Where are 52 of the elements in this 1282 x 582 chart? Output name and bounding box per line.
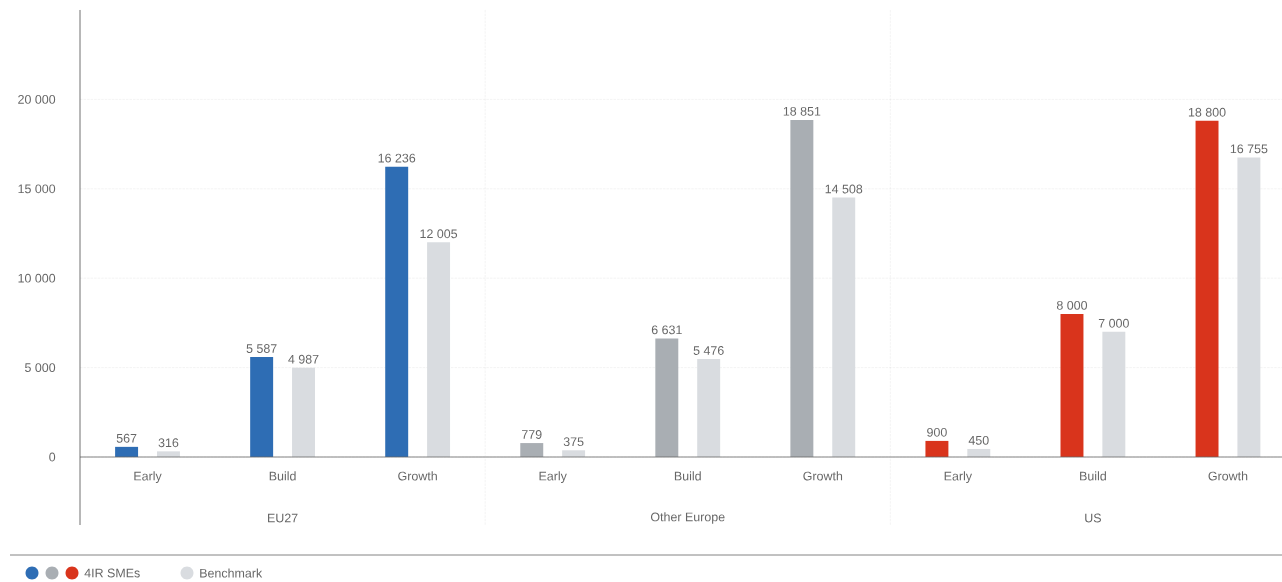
bar [292,367,315,457]
data-label: 8 000 [1056,300,1088,310]
x-tick-label: Build [1080,471,1106,481]
data-label: 567 [116,433,137,443]
data-label: 5 587 [246,344,277,353]
legend-label: Benchmark [200,568,263,578]
data-label: 779 [522,430,542,439]
bar [427,242,451,457]
x-tick-label: Build [269,471,296,481]
bar [697,359,721,457]
bar [562,450,586,457]
text: Other Europe [650,512,725,524]
data-label: 5 476 [693,346,724,355]
text: EU27 [268,513,298,523]
x-tick-label: Growth [803,471,843,481]
bar [655,338,679,457]
x-tick-label: Growth [1208,471,1248,481]
data-label: 12 005 [420,229,458,239]
data-label: 16 755 [1230,144,1268,154]
x-tick-label: Early [944,471,973,483]
y-tick-label: 0 [49,452,56,462]
data-label: 18 800 [1188,107,1226,117]
data-label: 16 236 [378,153,416,163]
x-tick-label: Early [134,471,162,483]
y-tick-label: 10 000 [18,273,56,283]
bar [1060,313,1084,457]
data-label: 14 508 [825,184,863,194]
data-label: 316 [158,438,179,448]
bar [250,357,274,457]
y-tick-label: 5 000 [24,363,56,373]
x-tick-label: Build [674,471,701,481]
x-tick-label: Growth [398,471,437,481]
y-tick-label: 15 000 [18,184,56,194]
bar [790,119,814,457]
bar [832,197,856,457]
bar [1237,157,1261,457]
bar [1195,120,1219,457]
bar [385,166,409,457]
bar [520,443,544,457]
bar [1102,331,1126,457]
data-label: 450 [968,435,989,445]
data-label: 18 851 [783,106,821,116]
legend-label: 4IR SMEs [84,568,140,578]
text: US [1085,513,1101,523]
y-tick-label: 20 000 [18,95,56,104]
data-label: 900 [927,427,947,437]
data-label: 7 000 [1098,318,1129,328]
data-label: 4 987 [288,354,319,364]
data-label: 6 631 [651,325,682,335]
data-label: 375 [563,437,584,447]
x-tick-label: Early [539,471,567,483]
bar [925,440,949,457]
